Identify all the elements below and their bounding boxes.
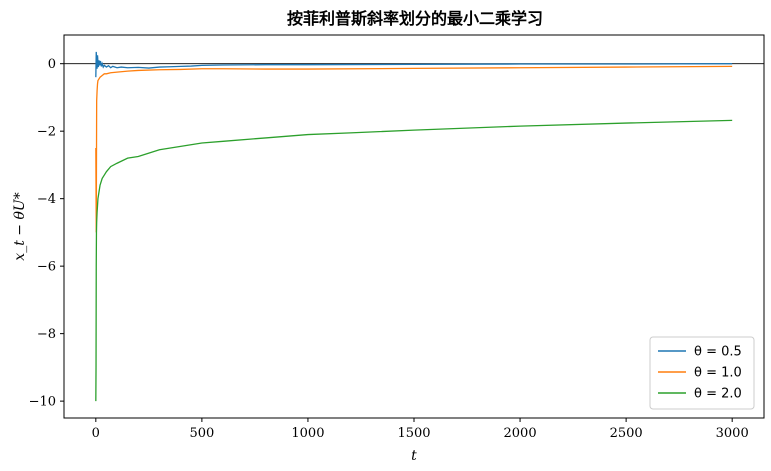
y-tick-label: −4 [37, 192, 56, 207]
y-tick-label: −10 [29, 395, 56, 410]
legend-label-2: θ = 2.0 [694, 387, 742, 402]
x-axis: 0 500 1000 1500 2000 2500 3000 [92, 418, 749, 441]
legend-label-0: θ = 0.5 [694, 345, 742, 360]
x-tick-label: 1000 [291, 426, 324, 441]
x-tick-label: 3000 [716, 426, 749, 441]
y-tick-label: −8 [37, 327, 56, 342]
series-line-2 [95, 119, 733, 402]
chart-title: 按菲利普斯斜率划分的最小二乘学习 [287, 9, 543, 28]
x-tick-label: 0 [92, 426, 100, 441]
series-line-0 [95, 51, 733, 78]
y-tick-label: −2 [37, 125, 56, 140]
legend-label-1: θ = 1.0 [694, 366, 742, 381]
x-axis-label: t [411, 448, 417, 464]
x-tick-label: 2500 [610, 426, 643, 441]
series-line-1 [95, 65, 733, 233]
x-tick-label: 2000 [504, 426, 537, 441]
x-tick-label: 500 [189, 426, 214, 441]
y-axis-label: x_t − θU* [12, 192, 28, 260]
y-axis: 0 −2 −4 −6 −8 −10 [29, 57, 64, 410]
legend-box [649, 336, 755, 410]
y-tick-label: −6 [37, 260, 56, 275]
legend: θ = 0.5 θ = 1.0 θ = 2.0 [649, 336, 755, 410]
x-tick-label: 1500 [397, 426, 430, 441]
y-tick-label: 0 [48, 57, 56, 72]
series-group [95, 51, 733, 402]
